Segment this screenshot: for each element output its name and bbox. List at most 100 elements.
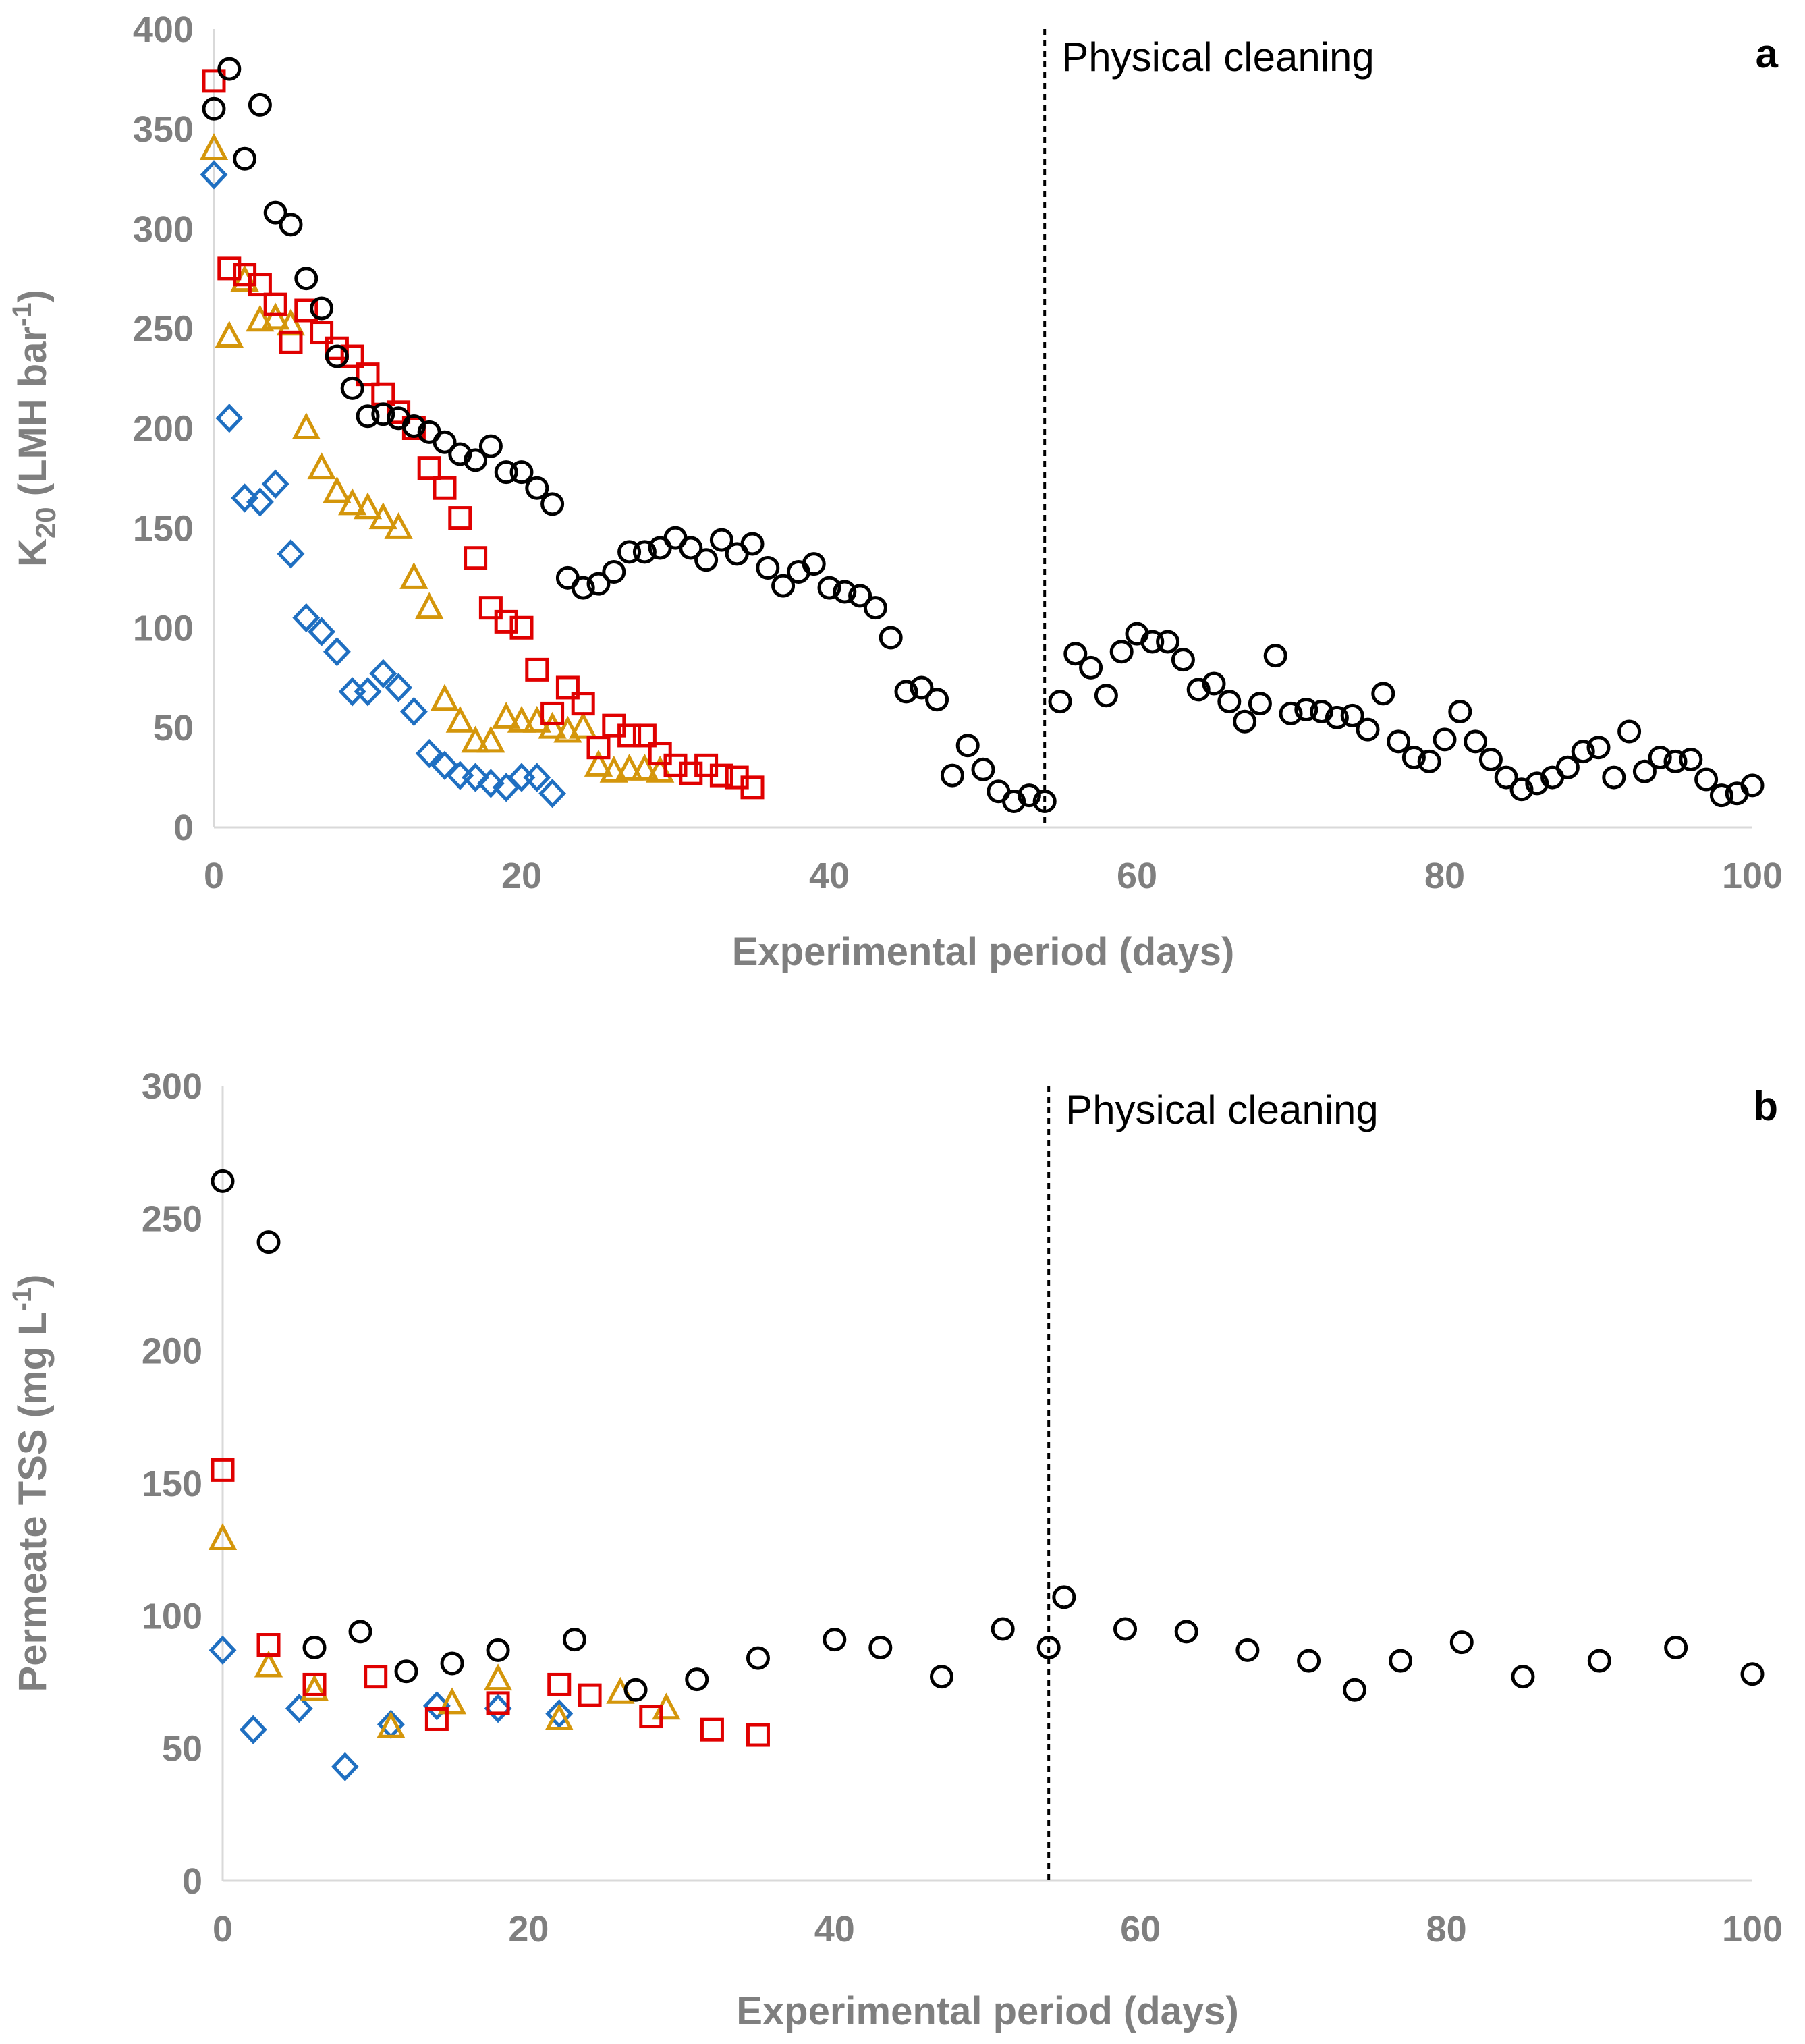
panel-a-y-tick-label: 350 [133, 109, 194, 150]
panel-a-diamond-point [261, 469, 289, 499]
panel-a-square-point [217, 256, 242, 281]
panel-a-y-axis-title: K20 (LMH bar-1) [7, 289, 61, 567]
panel-a-circle-point [217, 57, 242, 81]
panel-b-circle-point [868, 1635, 893, 1659]
panel-a-y-title-end: ) [11, 289, 55, 302]
panel-a-triangle-point [246, 304, 275, 332]
panel-a-circle-point [1048, 690, 1072, 714]
panel-a-circle-point [494, 460, 518, 485]
panel-a-square-point [555, 675, 580, 700]
panel-a-square-point [310, 321, 334, 345]
panel-a-square-point [571, 692, 595, 716]
panel-a-circle-point [1433, 727, 1457, 752]
panel-a-circle-point [833, 580, 857, 604]
panel-a-square-point [263, 292, 287, 316]
panel-a-circle-point [448, 442, 472, 466]
panel-a-square-point [679, 761, 703, 785]
panel-a-square-point [494, 609, 518, 634]
panel-a-triangle-point [569, 711, 598, 739]
panel-a-y-tick-label: 0 [173, 808, 194, 848]
panel-b-y-axis-title: Permeate TSS (mg L-1) [7, 1275, 55, 1692]
panel-a-circle-point [340, 376, 364, 400]
panel-a-circle-point [509, 460, 534, 485]
panel-a-circle-point [202, 96, 226, 121]
panel-a-circle-point [1310, 699, 1334, 723]
panel-b-circle-point [746, 1646, 770, 1670]
panel-a-circle-point [401, 414, 426, 439]
panel-a-triangle-point [307, 452, 336, 480]
panel-a-circle-point [1356, 717, 1380, 742]
panel-b-circle-point [929, 1665, 953, 1689]
panel-a-circle-point [756, 556, 780, 580]
panel-a-y-title-sup: -1 [7, 302, 37, 327]
panel-a-circle-point [525, 476, 549, 500]
panel-a-square-point [663, 753, 688, 777]
panel-a-circle-point [1525, 771, 1549, 796]
panel-a-circle-point [1417, 749, 1441, 773]
panel-b-triangle-point [545, 1703, 574, 1730]
panel-a-triangle-point [630, 753, 659, 781]
panel-a-circle-point [1663, 749, 1688, 773]
panel-b-y-tick-label: 300 [142, 1066, 202, 1107]
panel-a-circle-point [894, 680, 918, 704]
panel-b-circle-point [1343, 1678, 1367, 1702]
panel-b-x-tick-label: 0 [213, 1909, 233, 1950]
panel-a-square-point [648, 742, 672, 766]
panel-a-circle-point [879, 626, 903, 650]
panel-a-y-tick-label: 400 [133, 9, 194, 50]
panel-a-circle-point [740, 532, 765, 556]
panel-a-diamond-point [354, 677, 382, 707]
panel-b-triangle-point [254, 1650, 283, 1678]
panel-b-diamond-point [545, 1698, 574, 1729]
panel-a-circle-point [1248, 692, 1272, 716]
panel-a-y-title-sub: 20 [30, 507, 61, 538]
panel-a-triangle-point [492, 702, 521, 729]
panel-b-circle-point [1389, 1649, 1413, 1673]
panel-a-y-tick-label: 150 [133, 508, 194, 549]
panel-a-circle-point [1171, 648, 1195, 672]
panel-a-triangle-point [584, 749, 613, 777]
panel-a-circle-point [617, 540, 642, 564]
panel-a-square-point [632, 723, 657, 748]
panel-a-diamond-point [399, 696, 428, 727]
panel-b-square-point [486, 1691, 510, 1715]
panel-a-circle-point [771, 574, 796, 598]
panel-a: 0 50 100 150 200 250 300 350 400 0 20 40 60 80 100 Ph… [7, 9, 1783, 974]
panel-b-square-point [302, 1672, 327, 1696]
panel-a-circle-point [925, 688, 949, 712]
panel-a-square-point [202, 69, 226, 93]
panel-a-circle-point [263, 200, 287, 225]
panel-b-y-tick-label: 0 [182, 1861, 202, 1902]
panel-a-x-ticks: 0 20 40 60 80 100 [204, 856, 1783, 896]
panel-a-circle-point [586, 572, 611, 596]
panel-a-circle-point [1371, 682, 1395, 706]
panel-a-y-tick-label: 100 [133, 608, 194, 648]
panel-a-diamond-point [431, 750, 459, 780]
panel-a-diamond-point [231, 483, 259, 513]
panel-b-y-title-end: ) [11, 1275, 55, 1288]
panel-b-circle-point [1449, 1630, 1474, 1655]
panel-a-circle-point [279, 213, 303, 237]
panel-a-circle-point [356, 404, 380, 429]
panel-b-circle-point [486, 1638, 510, 1662]
panel-b-triangle-point [208, 1523, 238, 1550]
panel-a-x-tick-label: 0 [204, 856, 224, 896]
panel-b-square-point [639, 1705, 663, 1729]
panel-a-square-point [709, 763, 733, 788]
panel-a-circle-point [1140, 630, 1165, 654]
panel-a-circle-point [848, 584, 872, 608]
panel-a-y-ticks: 0 50 100 150 200 250 300 350 400 [133, 9, 194, 848]
panel-a-circle-point [1602, 765, 1626, 790]
panel-b-circle-point [1587, 1649, 1611, 1673]
panel-a-square-point [417, 456, 441, 480]
panel-a-circle-point [1017, 783, 1041, 808]
panel-a-circle-point [694, 548, 719, 572]
panel-b-circle-point [302, 1635, 327, 1659]
panel-a-circle-point [1294, 698, 1318, 722]
panel-a-square-point [433, 476, 457, 500]
panel-a-x-tick-label: 80 [1424, 856, 1465, 896]
panel-a-circle-point [1648, 745, 1672, 769]
panel-a-circle-point [571, 576, 595, 600]
panel-a-circle-point [971, 757, 995, 781]
